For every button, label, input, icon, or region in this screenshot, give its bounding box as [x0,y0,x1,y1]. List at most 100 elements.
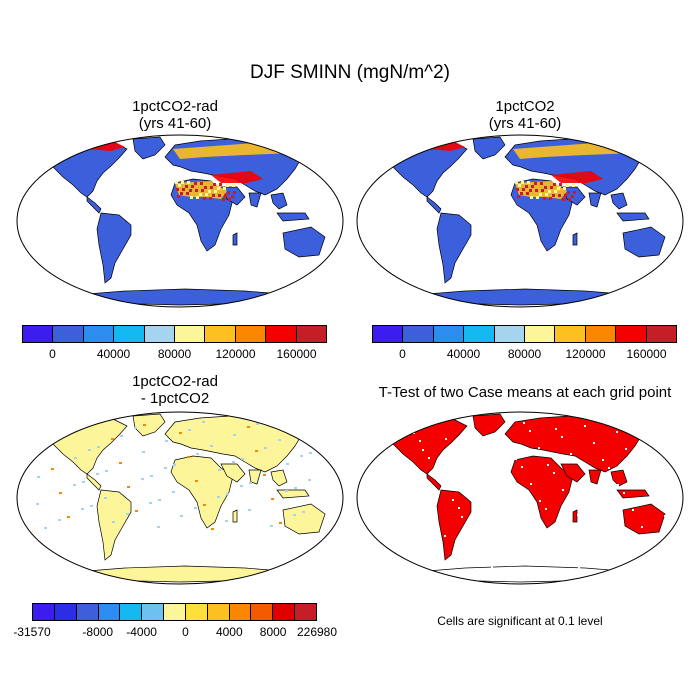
grid-cell [74,457,77,459]
colorbar-swatch [76,604,99,620]
map-panel-top-left [16,134,344,308]
colorbar-swatch [33,604,55,620]
grid-cell [516,188,519,191]
grid-cell [569,550,571,552]
grid-cell [36,503,39,505]
grid-cell [539,193,542,196]
continent-southAmerica [436,489,472,561]
colorbar-swatch [295,604,316,620]
continent-india [588,192,602,208]
grid-cell [514,555,516,557]
colorbar-swatch [207,604,230,620]
grid-cell [218,194,221,197]
colorbar-difference [32,603,317,621]
grid-cell [256,423,259,425]
continent-seAsia [610,192,628,210]
continent-newZealand [668,254,674,266]
grid-cell [293,514,296,516]
grid-cell [142,451,145,453]
grid-cell [563,542,565,544]
continent-centralAm [426,473,442,491]
continent-antarctica [74,288,296,306]
map-border [16,411,344,585]
colorbar-tick-label: 80000 [157,347,192,361]
grid-cell [516,511,518,513]
grid-cell [43,444,46,446]
grid-cell [382,479,384,481]
panel-title-top-left-line2: (yrs 41-60) [138,115,212,132]
grid-cell [469,480,471,482]
grid-cell [111,438,114,440]
continent-antarctica [414,288,636,306]
colorbar-swatch [525,326,556,342]
colorbar-tick-label: 226980 [296,625,338,639]
grid-cell [561,436,563,438]
grid-cell [232,184,235,187]
grid-cell [641,526,643,528]
grid-cell [592,539,594,541]
colorbar-tick-label: 160000 [626,347,667,361]
continent-southAmerica [96,489,132,561]
grid-cell [264,447,267,449]
grid-cell [435,518,437,520]
grid-cell [37,476,40,478]
continent-antarctica [74,565,296,583]
colorbar-swatch [53,326,84,342]
grid-cell [570,453,572,455]
continent-india [248,192,262,208]
grid-cell [278,439,281,441]
high-value-region [211,171,263,183]
grid-cell [525,185,528,188]
grid-cell [623,492,625,494]
grid-cell [543,197,546,200]
grid-cell [428,457,430,459]
grid-cell [541,189,544,192]
grid-cell [656,551,658,553]
grid-cell [552,194,555,197]
continent-arabia [560,463,586,483]
grid-cell [200,182,203,185]
continent-northAmerica [372,415,468,475]
grid-cell [181,181,184,184]
grid-cell [515,458,517,460]
grid-cell [517,195,520,198]
grid-cell [529,430,531,432]
grid-cell [616,431,618,433]
colorbar-swatch [185,604,208,620]
grid-cell [222,198,225,201]
grid-cell [59,492,62,494]
colorbar-swatch [373,326,404,342]
grid-cell [240,485,243,487]
grid-cell [227,191,230,194]
grid-cell [217,187,220,190]
grid-cell [600,503,602,505]
continent-africa [510,455,574,529]
grid-cell [285,490,288,492]
grid-cell [271,498,274,500]
grid-cell [224,194,227,197]
grid-cell [559,183,562,186]
grid-cell [135,510,138,512]
grid-cell [195,189,198,192]
grid-cell [134,427,137,429]
grid-cell [443,482,445,484]
grid-cell [560,533,562,535]
grid-cell [498,477,500,479]
grid-cell [467,524,469,526]
grid-cell [196,196,199,199]
grid-cell [120,435,123,437]
high-value-region [551,171,603,183]
grid-cell [180,515,183,517]
grid-cell [73,484,76,486]
grid-cell [255,450,258,452]
colorbar-swatch [114,326,145,342]
grid-cell [578,567,580,569]
grid-cell [490,513,492,515]
grid-cell [563,187,566,190]
continent-australia [622,503,666,535]
grid-cell [458,507,460,509]
grid-cell [468,427,470,429]
colorbar-tick-label: 4000 [215,625,243,639]
continent-indonesia [276,489,310,499]
grid-cell [179,432,182,434]
